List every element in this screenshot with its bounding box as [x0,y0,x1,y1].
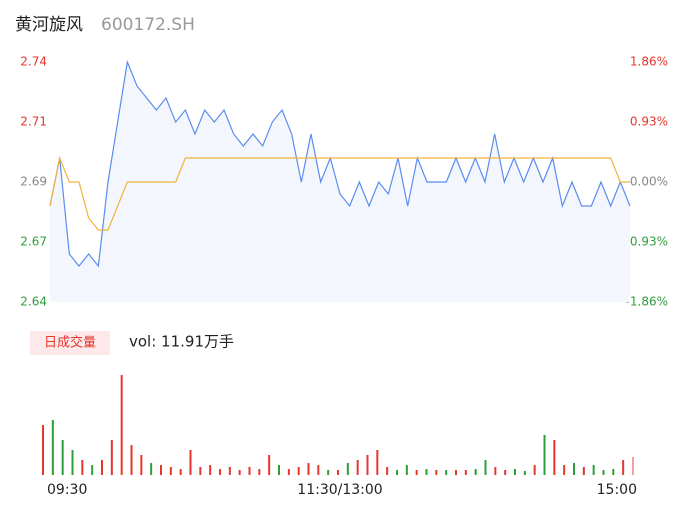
volume-tag-bg [30,331,110,355]
volume-bar [523,471,526,475]
volume-bar [592,465,595,475]
volume-bar [582,467,585,475]
volume-bar [415,470,418,475]
volume-bar [199,467,202,475]
y2-tick-label: 0.00% [630,175,668,189]
volume-bar [130,445,133,475]
volume-bar [494,467,497,475]
volume-bar [81,460,84,475]
volume-bar [150,463,153,475]
volume-bar [612,469,615,475]
volume-bar [307,463,310,475]
y2-tick-label: 1.86% [630,55,668,69]
volume-bar [189,450,192,475]
volume-bar [484,460,487,475]
volume-bar [366,455,369,475]
volume-bar [602,470,605,475]
volume-bar [553,440,556,475]
volume-bar [317,465,320,475]
volume-bar [356,460,359,475]
volume-bar [346,463,349,475]
volume-bar [396,470,398,475]
volume-bar [61,440,64,475]
volume-bar [71,450,74,475]
volume-bar [435,470,438,475]
volume-bar [42,425,44,475]
volume-bar [248,467,251,475]
volume-bar [101,460,103,475]
volume-bar [287,469,290,475]
volume-bar [327,470,330,475]
volume-bar [140,455,143,475]
volume-bar [533,465,536,475]
volume-bar [268,455,271,475]
volume-bar [91,465,94,475]
x-tick-label: 09:30 [47,482,87,498]
stock-name: 黄河旋风 [15,15,83,35]
y2-tick-label: -0.93% [626,235,668,249]
y-tick-label: 2.71 [20,115,47,129]
volume-bar [209,465,212,475]
volume-bar [464,470,467,475]
volume-bar [405,465,408,475]
volume-bar [543,435,546,475]
volume-bar [514,469,516,475]
volume-bar [504,470,507,475]
volume-bar [474,469,477,475]
volume-bar [51,420,54,475]
volume-bar [386,467,389,475]
volume-bar [445,470,448,475]
volume-bar [219,469,221,475]
volume-bar [120,375,123,475]
volume-bar [258,469,261,475]
volume-bar [632,457,634,475]
volume-bar [563,465,566,475]
y-tick-label: 2.64 [20,295,47,309]
volume-bar [425,469,428,475]
y2-tick-label: -1.86% [626,295,668,309]
volume-bar [573,463,575,475]
stock-code: 600172.SH [101,15,195,35]
x-tick-label: 11:30/13:00 [297,482,382,498]
volume-bar [160,465,162,475]
volume-bar [622,460,625,475]
volume-bar [297,467,300,475]
volume-bar [179,469,182,475]
volume-bar [376,450,379,475]
volume-bar [238,470,241,475]
volume-bar [337,470,339,475]
y2-tick-label: 0.93% [630,115,668,129]
x-tick-label: 15:00 [597,482,637,498]
volume-bar [169,467,172,475]
price-area [50,62,630,302]
y-tick-label: 2.67 [20,235,47,249]
y-tick-label: 2.69 [20,175,47,189]
volume-bar [455,470,457,475]
volume-bar [110,440,113,475]
average-line [49,155,630,231]
volume-bar [228,467,231,475]
y-tick-label: 2.74 [20,55,47,69]
volume-tag: 日成交量 [44,335,96,351]
volume-bar [278,465,280,475]
volume-total: vol: 11.91万手 [129,333,234,351]
